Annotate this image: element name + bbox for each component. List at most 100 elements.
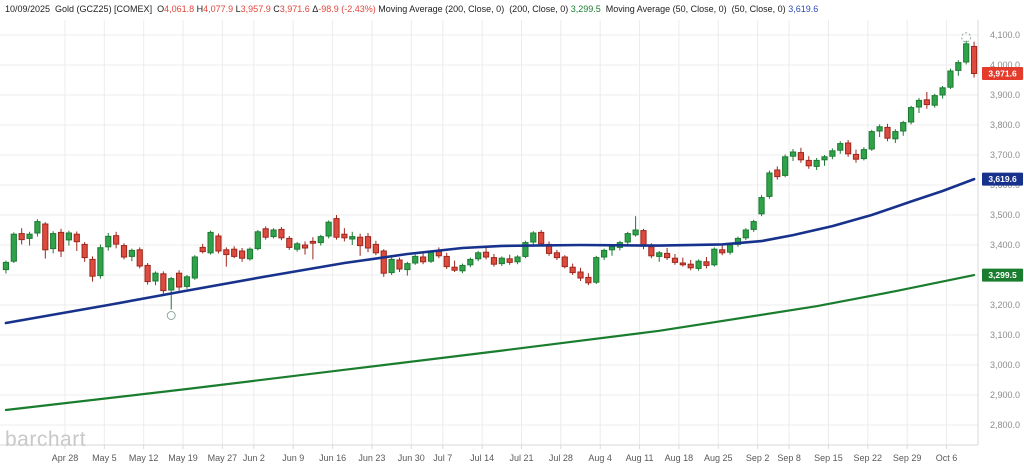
- x-axis-tick-label: Jul 28: [549, 453, 573, 463]
- price-badges: 3,971.6 3,619.6 3,299.5: [982, 67, 1023, 282]
- low-turn-marker: [166, 311, 176, 320]
- x-axis-tick-label: Sep 29: [893, 453, 922, 463]
- y-axis-tick-label: 3,000.0: [990, 360, 1020, 370]
- candle-body: [341, 233, 348, 239]
- x-axis-tick-label: Jul 21: [509, 453, 533, 463]
- candle-body: [57, 231, 65, 252]
- y-axis-tick-label: 3,200.0: [990, 300, 1020, 310]
- x-axis-tick-label: Sep 15: [814, 453, 843, 463]
- candle-body: [498, 257, 505, 265]
- candle-body: [451, 266, 458, 271]
- candle-body: [364, 236, 372, 249]
- candle-body: [719, 249, 726, 254]
- legend-value: 4,061.8: [164, 4, 197, 14]
- candle-body: [774, 169, 781, 178]
- candle-body: [663, 252, 671, 259]
- candle-body: [585, 276, 592, 284]
- y-axis-tick-label: 3,900.0: [990, 90, 1020, 100]
- ma200-badge: [982, 268, 1023, 282]
- candle-series: [2, 40, 978, 310]
- candle-body: [254, 231, 261, 250]
- x-axis-tick-label: Jun 30: [398, 453, 425, 463]
- candle-body: [317, 236, 324, 244]
- candle-body: [868, 131, 875, 150]
- candle-body: [223, 249, 230, 256]
- legend-text: (50, Close, 0): [731, 4, 789, 14]
- candle-body: [175, 272, 183, 288]
- moving-average-lines: [4, 177, 976, 412]
- ma200-badge-label: 3,299.5: [988, 270, 1017, 280]
- candle-body: [380, 250, 387, 274]
- legend-text: Moving Average (50, Close, 0): [603, 4, 732, 14]
- candle-body: [396, 259, 403, 270]
- x-axis-tick-label: May 12: [129, 453, 159, 463]
- candle-body: [435, 251, 442, 257]
- candle-body: [128, 249, 135, 257]
- candle-body: [671, 257, 679, 263]
- x-axis-tick-label: Aug 25: [704, 453, 733, 463]
- candle-body: [215, 235, 222, 252]
- last-price-badge: [982, 67, 1023, 81]
- y-axis-tick-label: 3,800.0: [990, 120, 1020, 130]
- candle-body: [467, 258, 474, 266]
- candle-body: [490, 257, 498, 265]
- candle-body: [789, 151, 797, 157]
- gridlines: [0, 20, 979, 446]
- candle-body: [482, 251, 490, 258]
- candle-body: [907, 107, 915, 123]
- candle-body: [427, 251, 435, 262]
- candle-body: [372, 243, 379, 254]
- candle-body: [81, 243, 88, 259]
- candle-body: [530, 232, 537, 243]
- candle-body: [113, 235, 120, 245]
- candle-body: [136, 249, 143, 267]
- candle-body: [270, 229, 277, 238]
- candle-body: [656, 252, 663, 257]
- y-axis-tick-label: 4,100.0: [990, 30, 1020, 40]
- candle-body: [876, 126, 883, 132]
- y-axis-tick-label: 3,700.0: [990, 150, 1020, 160]
- candle-body: [89, 258, 96, 277]
- x-axis-tick-label: Jun 16: [319, 453, 346, 463]
- candle-body: [357, 236, 364, 247]
- candle-body: [569, 266, 576, 274]
- candle-body: [207, 231, 214, 254]
- candle-body: [758, 197, 765, 215]
- candle-body: [97, 247, 104, 277]
- chart-legend: 10/09/2025 Gold (GCZ25) [COMEX] O4,061.8…: [5, 2, 821, 16]
- candle-body: [837, 143, 844, 151]
- candle-body: [120, 245, 128, 258]
- legend-field-letter: H: [196, 4, 204, 14]
- candle-body: [884, 126, 891, 139]
- candle-body: [65, 232, 73, 241]
- barchart-watermark: barchart: [5, 428, 86, 451]
- candle-body: [231, 248, 238, 257]
- candle-body: [813, 159, 820, 167]
- legend-value: -98.9 (-2.43%): [318, 4, 379, 14]
- candle-body: [782, 156, 789, 176]
- candle-body: [852, 153, 860, 160]
- candle-body: [648, 246, 655, 257]
- candle-body: [805, 159, 812, 167]
- candle-body: [160, 273, 167, 292]
- x-axis-tick-label: Jun 9: [282, 453, 304, 463]
- y-axis-tick-label: 3,400.0: [990, 240, 1020, 250]
- legend-text: (200, Close, 0): [509, 4, 571, 14]
- legend-field-letter: L: [235, 4, 241, 14]
- candle-body: [939, 87, 946, 96]
- candle-body: [561, 256, 568, 268]
- candle-body: [404, 263, 411, 271]
- ma50-line: [4, 177, 976, 325]
- legend-value: 3,971.6: [279, 4, 313, 14]
- x-axis-tick-label: Sep 2: [746, 453, 770, 463]
- candle-body: [687, 263, 694, 269]
- x-axis-tick-label: May 19: [168, 453, 198, 463]
- candle-body: [183, 276, 191, 287]
- candle-body: [388, 258, 395, 274]
- candle-body: [923, 99, 930, 106]
- x-axis-tick-label: Sep 22: [854, 453, 883, 463]
- candle-body: [821, 156, 828, 161]
- candle-body: [325, 221, 332, 237]
